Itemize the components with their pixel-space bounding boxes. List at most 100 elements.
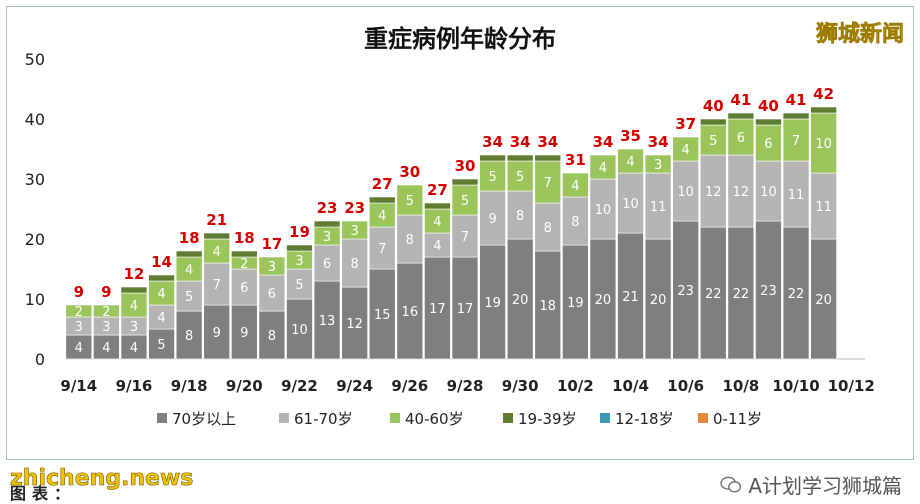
segment-label: 3 [351,224,359,239]
total-label: 34 [510,133,531,151]
y-tick-label: 20 [25,230,45,249]
bar-segment [368,202,396,228]
watermark-top-right: 狮城新闻 [816,21,904,47]
segment-label: 6 [240,281,248,296]
segment-label: 4 [378,209,386,224]
bar-stack: 22 12 6 41 [727,91,755,360]
segment-label: 4 [130,341,138,356]
segment-label: 3 [130,320,138,335]
bottom-watermark-bar: 图表： zhicheng.news A计划学习狮城篇 [0,464,920,503]
bar-segment [672,136,699,162]
bar-stack: 22 12 5 40 [700,97,727,360]
segment-label: 20 [650,293,667,308]
bar-stack: 19 9 5 34 [479,133,506,360]
bar-segment [65,304,93,318]
bar-stack: 8 6 3 17 [258,235,286,360]
segment-label: 8 [571,215,579,230]
bar-stack: 9 7 4 21 [203,211,230,360]
total-label: 19 [289,223,310,241]
bars: 4329432943412544148541897421962188631710… [65,85,837,360]
bar-stack: 4 32 9 [93,283,120,360]
segment-label: 6 [268,287,276,302]
x-tick-label: 9/20 [226,377,263,395]
segment-label: 3 [323,230,331,245]
legend-swatch [698,413,708,423]
segment-label: 13 [319,314,336,329]
segment-label: 4 [157,311,165,326]
watermark-bottom-right: A计划学习狮城篇 [720,470,902,499]
bar-segment [286,244,313,252]
segment-label: 4 [571,179,579,194]
total-label: 34 [482,133,503,151]
segment-label: 4 [75,341,83,356]
x-tick-label: 10/10 [772,377,819,395]
segment-label: 4 [213,245,221,260]
segment-label: 8 [351,257,359,272]
segment-label: 5 [709,134,717,149]
segment-label: 11 [788,188,805,203]
total-label: 31 [565,151,586,169]
bar-segment [231,250,258,258]
bar-segment [203,232,230,240]
segment-label: 8 [268,329,276,344]
y-tick-label: 30 [25,170,45,189]
bar-segment [727,154,755,228]
bar-segment [727,226,755,360]
bar-segment [727,112,755,120]
bar-segment [755,220,782,360]
bar-segment [589,238,617,360]
bar-segment [313,220,341,228]
bar-segment [120,286,148,294]
bar-segment [451,178,479,186]
segment-label: 5 [406,194,414,209]
x-axis: 9/14 9/16 9/18 9/20 9/22 9/24 9/26 9/28 9/30 10/2… [60,377,874,395]
bar-segment [782,118,810,162]
total-label: 21 [206,211,227,229]
bar-segment [562,172,589,198]
legend-label: 12-18岁 [615,410,674,428]
segment-label: 6 [737,131,745,146]
bar-segment [203,262,230,306]
segment-label: 8 [406,233,414,248]
segment-label: 10 [677,185,694,200]
bar-segment [810,106,837,114]
x-tick-label: 10/4 [612,377,649,395]
bar-segment [644,154,672,174]
bar-segment [810,112,837,174]
segment-label: 12 [346,317,363,332]
bar-segment [479,160,506,192]
bar-segment [258,310,286,360]
bar-segment [258,256,286,276]
bar-segment [534,250,562,360]
legend: 70岁以上 61-70岁 40-60岁 19-39岁 12-18岁 0-11岁 [157,410,762,428]
segment-label: 8 [185,329,193,344]
segment-label: 4 [433,215,441,230]
bar-segment [341,238,368,288]
bar-stack: 22 11 7 41 [782,91,810,360]
total-label: 34 [592,133,613,151]
segment-label: 2 [240,257,248,272]
bar-segment [175,250,203,258]
total-label: 23 [344,199,365,217]
segment-label: 4 [433,239,441,254]
bar-stack: 23 10 4 37 [672,115,699,360]
segment-label: 12 [705,185,722,200]
segment-label: 20 [512,293,529,308]
segment-label: 11 [815,200,832,215]
total-label: 18 [234,229,255,247]
bar-stack: 18 8 7 34 [534,133,562,360]
segment-label: 23 [760,284,777,299]
watermark-bottom-right-text: A计划学习狮城篇 [748,474,902,498]
segment-label: 22 [733,287,750,302]
bar-segment [755,160,782,222]
total-label: 37 [675,115,696,133]
bar-segment [368,268,396,360]
x-tick-label: 9/18 [171,377,208,395]
bar-segment [700,124,727,156]
segment-label: 7 [544,176,552,191]
segment-label: 4 [599,161,607,176]
bar-stack: 20 11 3 34 [644,133,672,360]
bar-segment [120,334,148,360]
segment-label: 10 [760,185,777,200]
y-tick-label: 0 [35,350,45,369]
